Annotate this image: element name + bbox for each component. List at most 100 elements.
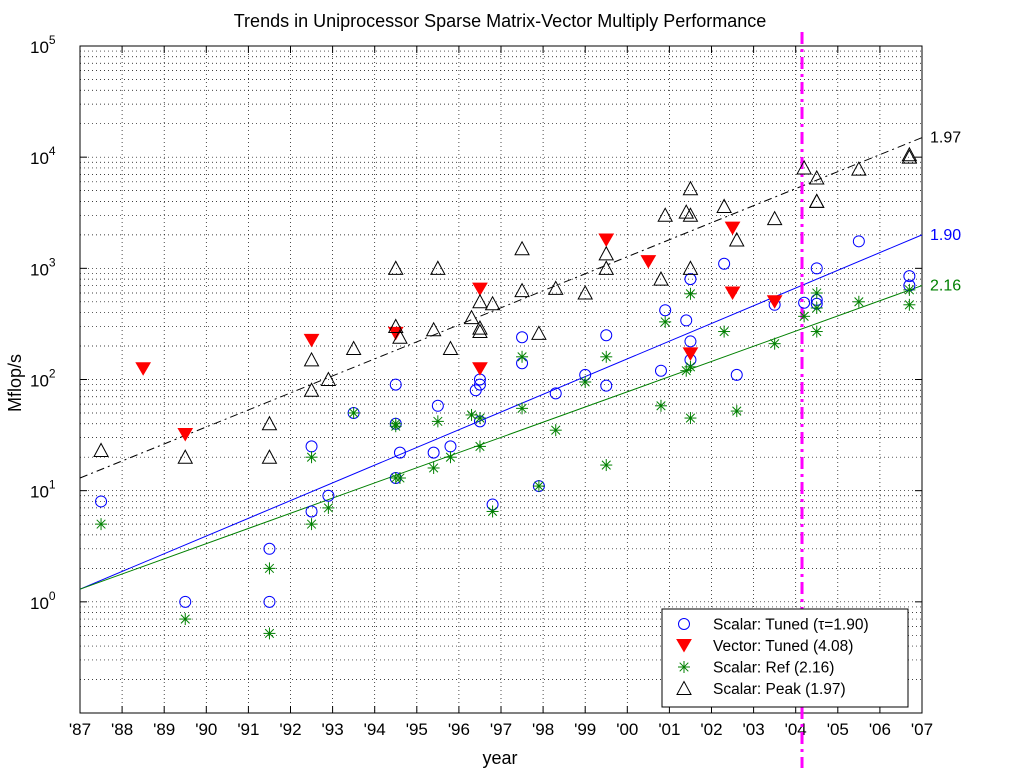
x-tick-label: '96 (448, 720, 470, 739)
x-tick-label: '90 (195, 720, 217, 739)
x-tick-label: '07 (911, 720, 933, 739)
x-tick-labels: '87 '88 '89 '90 '91 '92 '93 '94 '95 '96 '97 '98 '99 '… (69, 720, 933, 739)
x-tick-label: '00 (616, 720, 638, 739)
data-point (514, 240, 530, 256)
data-point (659, 315, 672, 328)
data-point (798, 310, 811, 323)
legend-marker (676, 639, 692, 653)
data-point (516, 350, 529, 363)
legend-box (661, 608, 909, 708)
data-point (798, 296, 811, 309)
data-point (659, 304, 672, 317)
data-point (261, 449, 278, 464)
data-points (93, 146, 918, 640)
data-point (263, 627, 276, 640)
chart-title: Trends in Uniprocessor Sparse Matrix-Vec… (234, 11, 767, 31)
data-point (179, 613, 192, 626)
data-point (730, 368, 743, 381)
data-point (177, 428, 194, 442)
x-tick-label: '94 (364, 720, 386, 739)
data-point (516, 331, 529, 344)
data-point (389, 378, 402, 391)
data-point (393, 471, 406, 484)
x-tick-label: '95 (406, 720, 428, 739)
data-point (600, 350, 613, 363)
data-point (135, 362, 152, 376)
data-point (768, 337, 781, 350)
data-point (531, 325, 547, 340)
data-point (345, 340, 362, 356)
legend-entry: Scalar: Tuned (τ=1.90) (713, 617, 869, 634)
data-point (322, 501, 335, 514)
y-tick-label: 103 (30, 255, 56, 279)
data-point (684, 287, 697, 300)
data-point (93, 442, 109, 457)
data-point (465, 408, 478, 421)
data-point (431, 415, 444, 428)
x-tick-label: '97 (490, 720, 512, 739)
y-tick-labels: 100 101 102 103 104 105 (30, 33, 56, 613)
data-point (549, 387, 562, 400)
y-axis-label: Mflop/s (5, 354, 25, 412)
legend-entry: Scalar: Ref (2.16) (713, 660, 834, 677)
data-point (472, 282, 488, 297)
data-point (472, 323, 488, 339)
data-point (730, 405, 743, 418)
data-point (303, 351, 320, 367)
data-point (654, 364, 667, 377)
x-tick-label: '88 (111, 720, 133, 739)
data-point (684, 273, 697, 286)
x-tick-label: '87 (69, 720, 91, 739)
data-point (851, 161, 867, 176)
data-point (682, 260, 699, 275)
data-point (724, 286, 741, 300)
trend-line-label: 1.90 (930, 227, 961, 244)
data-point (682, 207, 699, 222)
data-point (484, 295, 501, 311)
trend-line-label: 2.16 (930, 278, 961, 295)
data-point (766, 210, 783, 226)
data-point (387, 318, 404, 333)
data-point (347, 406, 360, 419)
data-point (901, 149, 918, 164)
data-point (303, 382, 320, 397)
x-tick-label: '01 (658, 720, 680, 739)
data-point (810, 325, 823, 338)
x-tick-label: '93 (322, 720, 344, 739)
data-point (392, 329, 408, 344)
data-point (680, 314, 693, 327)
legend-marker (678, 618, 690, 630)
x-tick-label: '03 (743, 720, 765, 739)
data-point (305, 518, 318, 531)
trend-line (79, 285, 923, 590)
legend-entry: Vector: Tuned (4.08) (713, 638, 853, 655)
data-point (810, 301, 823, 314)
data-point (682, 180, 699, 196)
data-point (389, 420, 402, 433)
data-point (473, 378, 486, 391)
data-point (810, 262, 823, 275)
data-point (263, 595, 276, 608)
data-point (427, 461, 440, 474)
legend-entry: Scalar: Peak (1.97) (713, 681, 846, 698)
x-tick-label: '05 (827, 720, 849, 739)
x-tick-label: '06 (869, 720, 891, 739)
trend-line-label: 1.97 (930, 130, 961, 147)
data-point (305, 451, 318, 464)
data-point (724, 221, 741, 236)
trend-line (79, 137, 923, 479)
data-point (472, 362, 488, 376)
data-point (472, 293, 488, 309)
grid-lines (80, 46, 922, 713)
data-point (514, 282, 530, 298)
y-tick-label: 104 (30, 144, 56, 168)
trend-line (79, 234, 923, 590)
data-point (303, 333, 320, 348)
x-tick-label: '89 (153, 720, 175, 739)
data-point (654, 399, 667, 412)
y-tick-label: 105 (30, 33, 56, 57)
series-2 (95, 283, 916, 640)
trend-lines: 1.90 2.16 1.97 (79, 130, 961, 590)
y-tick-label: 100 (30, 589, 56, 613)
data-point (427, 446, 440, 459)
